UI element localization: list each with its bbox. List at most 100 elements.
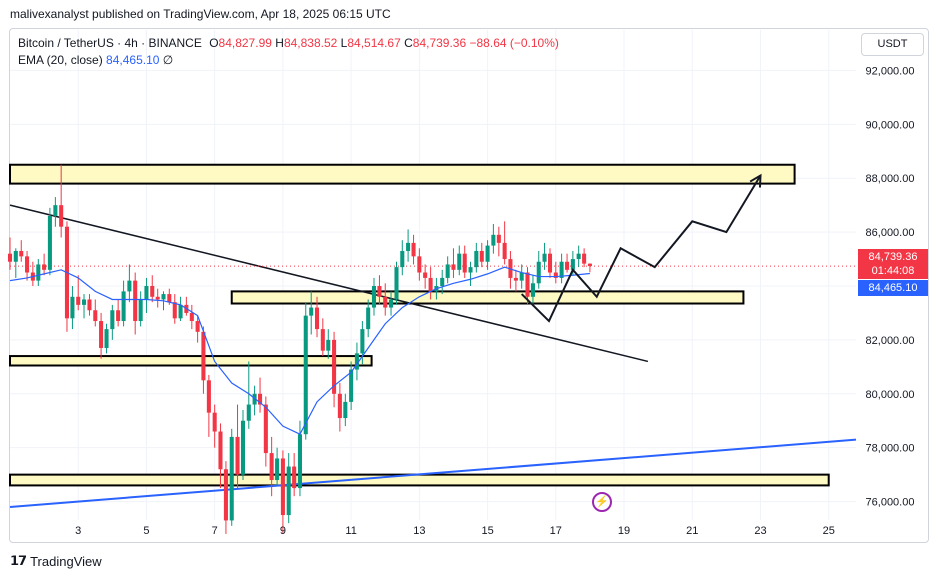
candle-body [354, 353, 359, 370]
candle-body [411, 242, 416, 257]
candle-body [565, 261, 570, 270]
candle-body [394, 267, 399, 300]
candle-body [201, 331, 206, 381]
price-zone [230, 290, 745, 305]
candle-body [150, 286, 155, 297]
candle [457, 245, 462, 276]
candle [474, 242, 479, 273]
x-tick-label: 7 [212, 525, 218, 537]
candle [229, 428, 234, 526]
close-value: 84,739.36 [412, 36, 467, 50]
candle [172, 294, 177, 324]
candle-body [99, 321, 104, 348]
candle [411, 234, 416, 265]
ema-extra: ∅ [162, 53, 174, 67]
candle-body [116, 310, 121, 322]
candle-body [485, 245, 490, 262]
candle-body [167, 294, 172, 303]
candle-body [19, 250, 24, 257]
candle [303, 302, 308, 440]
candle-body [570, 259, 575, 270]
candle [258, 377, 263, 413]
ohlc-row: Bitcoin / TetherUS · 4h · BINANCE O84,82… [18, 35, 559, 52]
candle-body [428, 277, 433, 292]
candle-body [206, 380, 211, 413]
candle-body [582, 253, 587, 264]
candle-body [275, 458, 280, 481]
ema-row: EMA (20, close) 84,465.10 ∅ [18, 52, 559, 69]
candle-body [360, 329, 365, 354]
candle-body [474, 250, 479, 268]
candle [519, 264, 524, 289]
candle-body [258, 393, 263, 405]
candle-body [286, 466, 291, 516]
candle [377, 275, 382, 305]
candle-body [110, 310, 115, 330]
candle-body [280, 458, 285, 516]
y-tick-label: 80,000.00 [866, 389, 915, 401]
candle-body [440, 277, 445, 286]
currency-selector[interactable]: USDT [861, 33, 924, 56]
candle [19, 240, 24, 262]
candle-body [81, 299, 87, 305]
candle-body [263, 404, 268, 454]
candle [445, 256, 450, 284]
candle-body [406, 242, 411, 251]
y-tick-label: 88,000.00 [866, 173, 915, 185]
candle [337, 383, 342, 432]
candle [559, 253, 564, 284]
projection-layer [520, 173, 762, 323]
low-label: L [340, 36, 348, 50]
projection-path [520, 174, 762, 323]
candle [246, 361, 251, 429]
tradingview-brand[interactable]: 𝟭𝟳 TradingView [10, 553, 102, 569]
candle [275, 447, 280, 486]
candle-body [457, 253, 462, 270]
candle [212, 404, 217, 448]
candle [286, 453, 291, 524]
candle-body [519, 272, 524, 281]
candle [314, 296, 320, 338]
x-tick-label: 3 [75, 525, 81, 537]
price-zone [9, 355, 373, 367]
candle-body [144, 286, 149, 300]
candle [155, 288, 160, 308]
candle-body [377, 286, 382, 297]
candle [485, 240, 490, 270]
x-tick-label: 5 [143, 525, 149, 537]
x-tick-label: 17 [550, 525, 562, 537]
candle [269, 436, 274, 497]
candle [366, 299, 371, 338]
candle-body [127, 280, 132, 292]
candle-body [121, 291, 126, 322]
candle-body [269, 453, 274, 481]
candle-body [587, 263, 592, 267]
candle [201, 326, 206, 394]
x-tick-label: 15 [481, 525, 493, 537]
last-price-value: 84,739.36 [868, 251, 918, 263]
candle-body [371, 286, 377, 308]
candle-body [76, 296, 81, 305]
x-tick-label: 13 [413, 525, 425, 537]
candle [178, 296, 183, 322]
candle-body [155, 296, 160, 300]
y-tick-label: 78,000.00 [866, 443, 915, 455]
candle [406, 229, 411, 262]
candle-body [246, 404, 251, 421]
candle-body [400, 250, 405, 268]
candle [189, 304, 194, 330]
candle [389, 291, 394, 316]
ema-label[interactable]: EMA (20, close) [18, 53, 103, 67]
candle [326, 329, 331, 359]
candle-body [297, 434, 302, 489]
symbol-title[interactable]: Bitcoin / TetherUS · 4h · BINANCE [18, 36, 202, 50]
chart-legend: Bitcoin / TetherUS · 4h · BINANCE O84,82… [18, 35, 559, 69]
lightning-icon[interactable]: ⚡ [592, 492, 612, 512]
candle-body [496, 234, 501, 243]
x-tick-label: 9 [280, 525, 286, 537]
tradingview-logo-icon: 𝟭𝟳 [10, 553, 27, 568]
y-tick-label: 82,000.00 [866, 335, 915, 347]
candle [394, 261, 399, 305]
candle-body [525, 272, 530, 297]
